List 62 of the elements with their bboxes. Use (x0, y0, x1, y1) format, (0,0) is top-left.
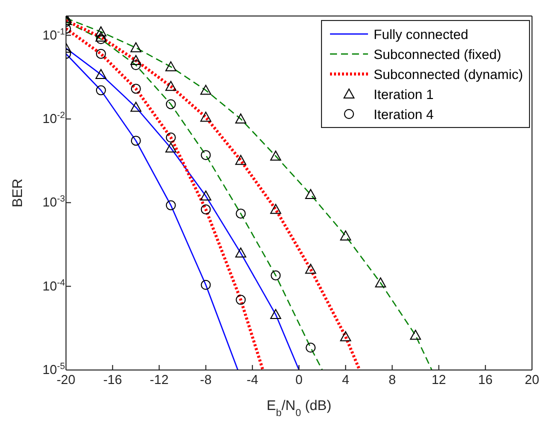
point (165, 142, 176, 152)
point (306, 342, 316, 353)
point (130, 60, 141, 70)
x-tick-label: -20 (56, 372, 76, 388)
point (305, 189, 316, 200)
point (130, 54, 142, 65)
point (96, 85, 106, 96)
point (130, 102, 142, 112)
y-tick-label: 10$^{-4}$ (42, 277, 65, 294)
point (165, 61, 176, 72)
point (270, 270, 281, 280)
x-tick-label: -4 (246, 372, 258, 388)
x-tick-label: -16 (103, 372, 122, 388)
x-tick-label: -12 (150, 372, 169, 388)
point (200, 150, 211, 160)
point (236, 294, 246, 305)
point (95, 26, 106, 36)
x-tick-label: 8 (388, 372, 396, 388)
point (200, 280, 211, 290)
point (130, 136, 141, 146)
point (235, 154, 246, 165)
point (95, 32, 106, 42)
y-tick-label: 10$^{-2}$ (42, 110, 65, 126)
legend-label: Subconnected (dynamic) (374, 66, 523, 82)
legend-label: Iteration 1 (374, 86, 434, 102)
point (165, 80, 176, 91)
x-tick-label: 12 (432, 372, 446, 388)
legend-label: Fully connected (374, 26, 468, 42)
x-tick-label: 4 (342, 372, 350, 388)
point (166, 200, 176, 210)
x-axis-title: E$_{b}$/N$_{0}$ (dB) (266, 397, 332, 418)
point (200, 84, 212, 95)
y-tick-label: 10$^{-3}$ (42, 194, 65, 210)
y-tick-label: 10$^{-1}$ (42, 26, 65, 42)
point (96, 34, 106, 44)
point (410, 330, 421, 340)
point (340, 331, 352, 342)
x-tick-label: -8 (200, 372, 212, 388)
legend-label: Subconnected (fixed) (374, 46, 502, 62)
y-axis-title: BER (9, 178, 25, 208)
x-tick-label: 0 (295, 372, 303, 388)
point (130, 42, 142, 52)
point (235, 113, 246, 124)
point (200, 112, 212, 122)
point (340, 230, 352, 240)
point (130, 84, 141, 94)
point (166, 132, 176, 143)
x-tick-label: 20 (524, 372, 540, 388)
point (270, 309, 282, 320)
point (236, 208, 246, 219)
point (270, 150, 282, 161)
point (375, 277, 386, 288)
point (166, 99, 176, 110)
point (305, 264, 316, 274)
point (200, 204, 211, 214)
x-tick-label: 16 (478, 372, 493, 388)
legend-label: Iteration 4 (374, 106, 434, 122)
point (270, 204, 282, 214)
point (200, 190, 212, 201)
point (96, 48, 106, 59)
point (95, 68, 106, 79)
point (235, 248, 246, 258)
